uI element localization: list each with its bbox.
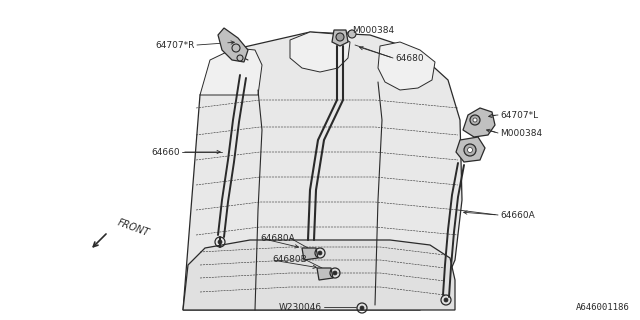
Text: 64707*R: 64707*R — [156, 41, 195, 50]
Polygon shape — [317, 268, 333, 280]
Polygon shape — [463, 108, 495, 137]
Polygon shape — [378, 42, 435, 90]
Text: 64680B: 64680B — [272, 255, 307, 265]
Polygon shape — [200, 48, 262, 95]
Circle shape — [348, 30, 356, 38]
Circle shape — [470, 115, 480, 125]
Text: 64660: 64660 — [152, 148, 180, 156]
Text: 64680A: 64680A — [260, 234, 295, 243]
Circle shape — [360, 306, 364, 310]
Circle shape — [237, 55, 243, 61]
Circle shape — [218, 240, 222, 244]
Circle shape — [467, 148, 472, 153]
Circle shape — [444, 298, 448, 302]
Circle shape — [232, 44, 240, 52]
Circle shape — [473, 118, 477, 122]
Text: 64660A: 64660A — [500, 211, 535, 220]
Polygon shape — [183, 32, 462, 310]
Polygon shape — [456, 137, 485, 162]
Text: W230046: W230046 — [279, 302, 322, 311]
Polygon shape — [290, 32, 350, 72]
Polygon shape — [332, 30, 348, 46]
Text: M000384: M000384 — [500, 129, 542, 138]
Text: 64707*L: 64707*L — [500, 110, 538, 119]
Polygon shape — [183, 240, 455, 310]
Circle shape — [464, 144, 476, 156]
Circle shape — [336, 33, 344, 41]
Polygon shape — [218, 28, 248, 62]
Polygon shape — [302, 248, 318, 260]
Text: FRONT: FRONT — [116, 218, 150, 238]
Text: A646001186: A646001186 — [576, 303, 630, 312]
Circle shape — [318, 251, 322, 255]
Text: 64680: 64680 — [395, 53, 424, 62]
Text: M000384: M000384 — [352, 26, 394, 35]
Circle shape — [333, 271, 337, 275]
